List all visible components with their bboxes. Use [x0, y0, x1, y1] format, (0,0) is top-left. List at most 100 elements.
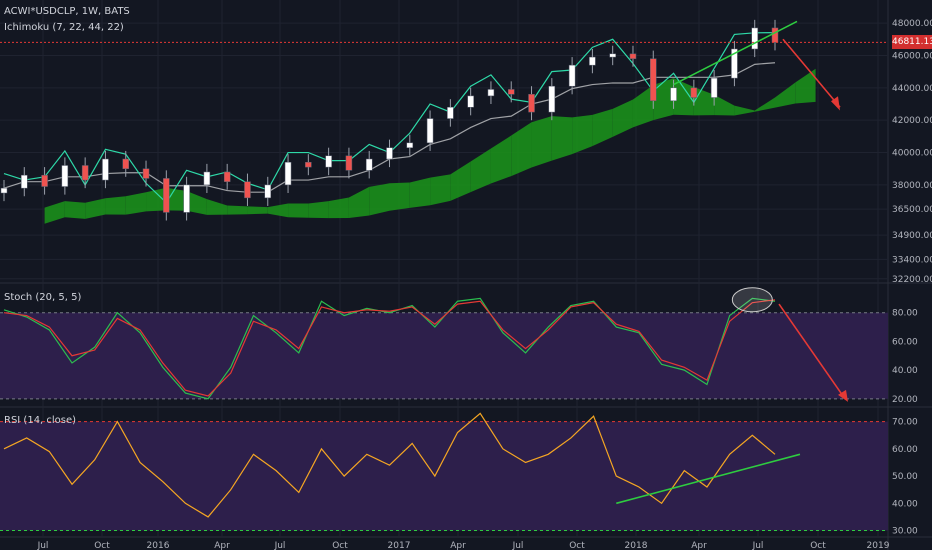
candle-body — [589, 56, 596, 66]
ichimoku-cloud-segment — [85, 198, 106, 219]
rsi-band — [0, 421, 888, 531]
candle-body — [264, 184, 272, 199]
time-tick-label: 2019 — [867, 541, 890, 550]
stoch-legend[interactable]: Stoch (20, 5, 5) — [4, 292, 82, 303]
kijun-line — [3, 62, 776, 193]
candle-body — [203, 171, 211, 186]
ichimoku-cloud-segment — [125, 192, 147, 215]
candle-body — [223, 171, 231, 182]
candle-body — [244, 181, 251, 199]
stoch-tick-label: 80.00 — [892, 309, 918, 319]
ichimoku-cloud-segment — [206, 199, 228, 215]
time-tick-label: 2017 — [388, 541, 411, 550]
ichimoku-cloud-segment — [64, 201, 86, 219]
candle-body — [771, 27, 779, 43]
ichimoku-cloud-segment — [227, 205, 248, 215]
time-tick-label: Oct — [569, 541, 585, 550]
stoch-pane[interactable]: 80.00 60.00 40.00 20.00 — [0, 287, 918, 405]
candle-body — [102, 158, 109, 181]
ichimoku-cloud-segment — [308, 201, 329, 219]
candle-body — [629, 53, 637, 59]
stoch-band — [0, 312, 888, 399]
candle-body — [81, 165, 89, 181]
rsi-tick-label: 60.00 — [892, 445, 918, 455]
ichimoku-cloud-segment — [795, 68, 816, 104]
rsi-tick-label: 70.00 — [892, 418, 918, 428]
ichimoku-cloud-segment — [409, 177, 431, 208]
time-tick-label: Apr — [214, 541, 230, 550]
ichimoku-cloud-segment — [450, 161, 471, 201]
time-axis[interactable]: Jul Oct 2016 Apr Jul Oct 2017 Apr Jul Oct 2018 Apr J… — [37, 541, 890, 550]
price-tick-label: 36500.00 — [892, 205, 932, 215]
ichimoku-cloud-segment — [754, 97, 775, 112]
ichimoku-cloud-segment — [146, 187, 167, 212]
ichimoku-legend[interactable]: Ichimoku (7, 22, 44, 22) — [4, 22, 124, 33]
stoch-down-arrow — [778, 303, 846, 400]
candle-body — [61, 165, 69, 187]
price-tick-label: 38000.00 — [892, 181, 932, 191]
ichimoku-cloud-segment — [551, 116, 573, 161]
candle-body — [41, 174, 48, 187]
last-price-badge: 46811.13 — [892, 35, 932, 50]
time-tick-label: Jul — [274, 541, 286, 550]
ichimoku-cloud-segment — [430, 174, 451, 206]
candle-body — [568, 64, 576, 87]
candle-body — [284, 162, 292, 186]
rsi-tick-label: 40.00 — [892, 499, 918, 509]
candle-body — [325, 155, 332, 168]
candle-body — [670, 87, 677, 102]
candle-body — [528, 94, 535, 113]
ichimoku-cloud-segment — [186, 190, 207, 215]
candle-body — [609, 53, 616, 58]
candle-body — [142, 168, 150, 179]
ichimoku-cloud-segment — [44, 201, 65, 224]
rsi-line — [3, 412, 776, 518]
time-tick-label: Oct — [332, 541, 348, 550]
price-tick-label: 40000.00 — [892, 149, 932, 159]
stoch-overbought-ellipse — [731, 287, 773, 313]
time-tick-label: Apr — [450, 541, 466, 550]
candle-body — [122, 158, 129, 169]
ichimoku-cloud-segment — [775, 82, 796, 108]
candle-body — [345, 155, 353, 171]
rsi-tick-label: 30.00 — [892, 527, 918, 537]
ichimoku-cloud-segment — [105, 196, 126, 215]
ichimoku-cloud-segment — [490, 135, 512, 184]
ichimoku-cloud-segment — [592, 108, 613, 147]
ichimoku-cloud-segment — [267, 203, 289, 218]
ichimoku-cloud-segment — [632, 84, 654, 128]
candle-body — [731, 48, 738, 79]
stoch-d-line — [3, 299, 776, 397]
rsi-tick-label: 50.00 — [892, 472, 918, 482]
time-tick-label: Jul — [37, 541, 49, 550]
candle-body — [650, 58, 657, 102]
price-tick-label: 46000.00 — [892, 51, 932, 61]
candle-body — [406, 142, 414, 148]
price-tick-label: 44000.00 — [892, 84, 932, 94]
candle-body — [467, 95, 474, 108]
ichimoku-cloud-segment — [348, 186, 370, 218]
rsi-legend[interactable]: RSI (14, close) — [4, 415, 77, 426]
candle-body — [507, 89, 515, 95]
ichimoku-cloud-segment — [572, 114, 593, 155]
stoch-arrowhead — [838, 389, 848, 402]
ichimoku-cloud-segment — [511, 122, 532, 177]
price-tick-label: 42000.00 — [892, 116, 932, 126]
rsi-pane[interactable]: 70.00 60.00 50.00 40.00 30.00 — [0, 412, 918, 537]
ichimoku-cloud-segment — [288, 203, 309, 218]
time-tick-label: Oct — [810, 541, 826, 550]
stoch-tick-label: 40.00 — [892, 366, 918, 376]
time-tick-label: Jul — [512, 541, 524, 550]
candle-body — [21, 174, 28, 189]
price-down-arrow — [782, 38, 841, 108]
price-trendline — [673, 20, 798, 86]
ichimoku-cloud-segment — [531, 116, 552, 168]
candle-body — [305, 162, 312, 168]
candle-body — [548, 85, 556, 113]
stoch-tick-label: 20.00 — [892, 395, 918, 405]
candle-body — [163, 178, 170, 213]
ichimoku-cloud-segment — [369, 183, 390, 216]
candle-body — [386, 147, 393, 160]
